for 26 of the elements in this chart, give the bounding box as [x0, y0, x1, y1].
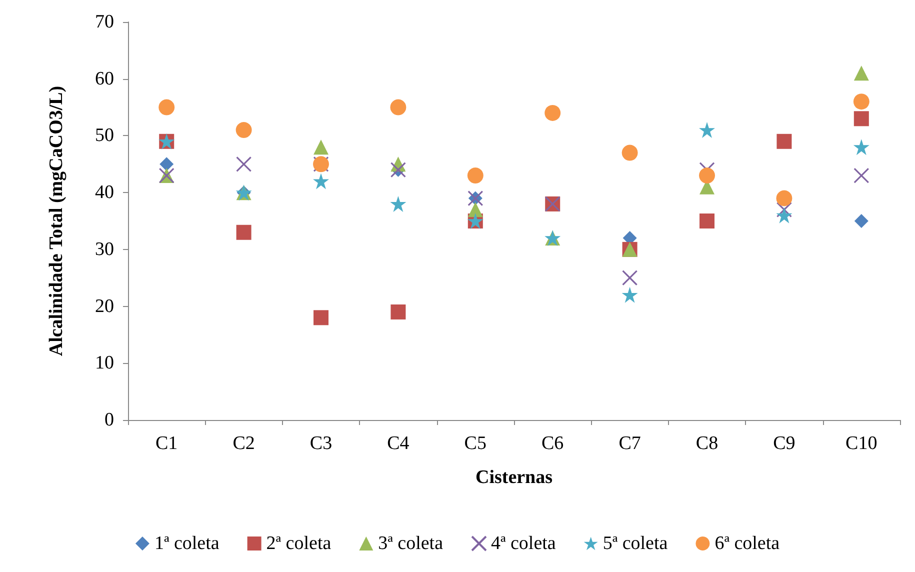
y-tick-label: 40 [95, 182, 114, 204]
x-tick-label: C9 [773, 433, 796, 454]
x-tick-label: C5 [464, 433, 486, 454]
x-tick-label: C6 [542, 433, 564, 454]
y-tick-label: 30 [95, 238, 114, 260]
x-tick-label: C7 [618, 433, 641, 454]
x-tick-label: C3 [310, 433, 332, 454]
x-tick-label: C10 [846, 433, 878, 454]
y-tick-label: 50 [95, 125, 114, 146]
y-tick-label: 20 [95, 296, 114, 317]
x-tick-label: C1 [156, 433, 178, 454]
x-tick-label: C2 [232, 433, 255, 454]
y-tick-label: 0 [104, 410, 114, 430]
y-axis-title: Alcalinidade Total (mgCaCO3/L) [46, 86, 67, 356]
y-tick-label: 70 [95, 12, 114, 32]
legend-label: 4ª coleta [491, 533, 556, 554]
x-tick-label: C8 [696, 433, 718, 454]
y-tick-label: 60 [95, 68, 114, 90]
legend-label: 1ª coleta [154, 533, 220, 554]
y-tick-label: 10 [95, 352, 114, 374]
legend-label: 5ª coleta [602, 533, 668, 554]
legend-label: 2ª coleta [266, 533, 332, 554]
x-tick-label: C4 [387, 433, 410, 454]
legend-label: 3ª coleta [378, 533, 444, 554]
legend-label: 6ª coleta [714, 533, 780, 554]
x-axis-title: Cisternas [475, 467, 553, 488]
